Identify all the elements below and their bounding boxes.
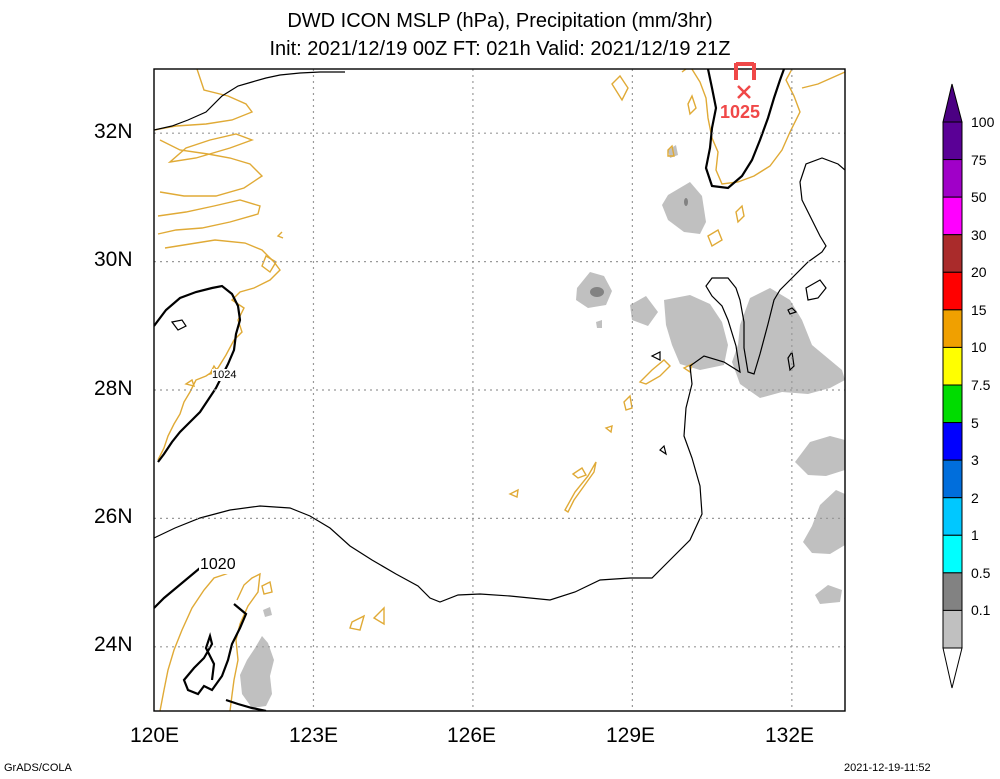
y-tick-label-28n: 28N [94,377,133,400]
y-tick-label-30n: 30N [94,248,133,271]
legend-swatch-3 [942,459,963,499]
isobar-label-1024: 1024 [212,369,237,381]
legend-swatch-75 [942,159,963,198]
legend-label-50: 50 [971,189,987,206]
footer-left: GrADS/COLA [4,762,72,774]
plot-frame [153,68,846,712]
x-tick-label-120e: 120E [130,724,180,747]
legend-swatch-100 [942,121,963,161]
high-symbol [734,62,756,80]
legend-swatch-30 [942,234,963,273]
legend-swatch-7.5 [942,384,963,424]
high-center-value: 1025 [720,102,761,122]
legend-label-15: 15 [971,301,987,318]
legend-swatch-20 [942,271,963,311]
legend-top-triangle [942,83,963,123]
y-tick-label-32n: 32N [94,120,133,143]
legend-swatch-0.5 [942,572,963,611]
map-title: DWD ICON MSLP (hPa), Precipitation (mm/3… [287,10,713,32]
legend-label-10: 10 [971,339,987,356]
legend-label-75: 75 [971,151,987,168]
legend-label-1: 1 [971,527,979,544]
high-center-marker [737,85,751,99]
legend-label-7.5: 7.5 [971,377,991,393]
x-tick-label-123e: 123E [289,724,339,747]
footer-right: 2021-12-19-11:52 [844,762,931,774]
y-tick-label-24n: 24N [94,633,133,656]
high-pressure-center [734,62,756,99]
isobars-bold [154,69,786,711]
legend-label-0.5: 0.5 [971,564,991,581]
x-tick-label-129e: 129E [606,724,656,747]
isobars [154,71,845,603]
legend-swatch-5 [942,422,963,461]
y-tick-label-26n: 26N [94,505,133,528]
x-tick-label-126e: 126E [447,724,497,747]
legend-label-5: 5 [971,414,979,431]
x-tick-label-132e: 132E [765,724,815,747]
legend-swatch-15 [942,309,963,348]
gridlines [154,69,845,711]
isobar-label-1020: 1020 [199,556,237,574]
precip-moderate-areas [590,198,688,297]
legend-label-2: 2 [971,489,979,506]
coastlines [154,69,845,711]
legend-swatch-10 [942,346,963,386]
legend-swatch-50 [942,196,963,236]
legend-swatch-1 [942,534,963,574]
map-layers [154,69,845,711]
legend-swatch-0.1 [942,609,963,649]
legend-bottom-triangle [942,647,963,689]
legend-label-3: 3 [971,452,979,469]
legend-label-30: 30 [971,226,987,243]
legend-label-20: 20 [971,264,987,281]
legend-label-0.1: 0.1 [971,602,991,619]
legend-label-100: 100 [971,114,995,130]
legend-swatch-2 [942,497,963,536]
map-subtitle: Init: 2021/12/19 00Z FT: 021h Valid: 202… [269,38,731,60]
